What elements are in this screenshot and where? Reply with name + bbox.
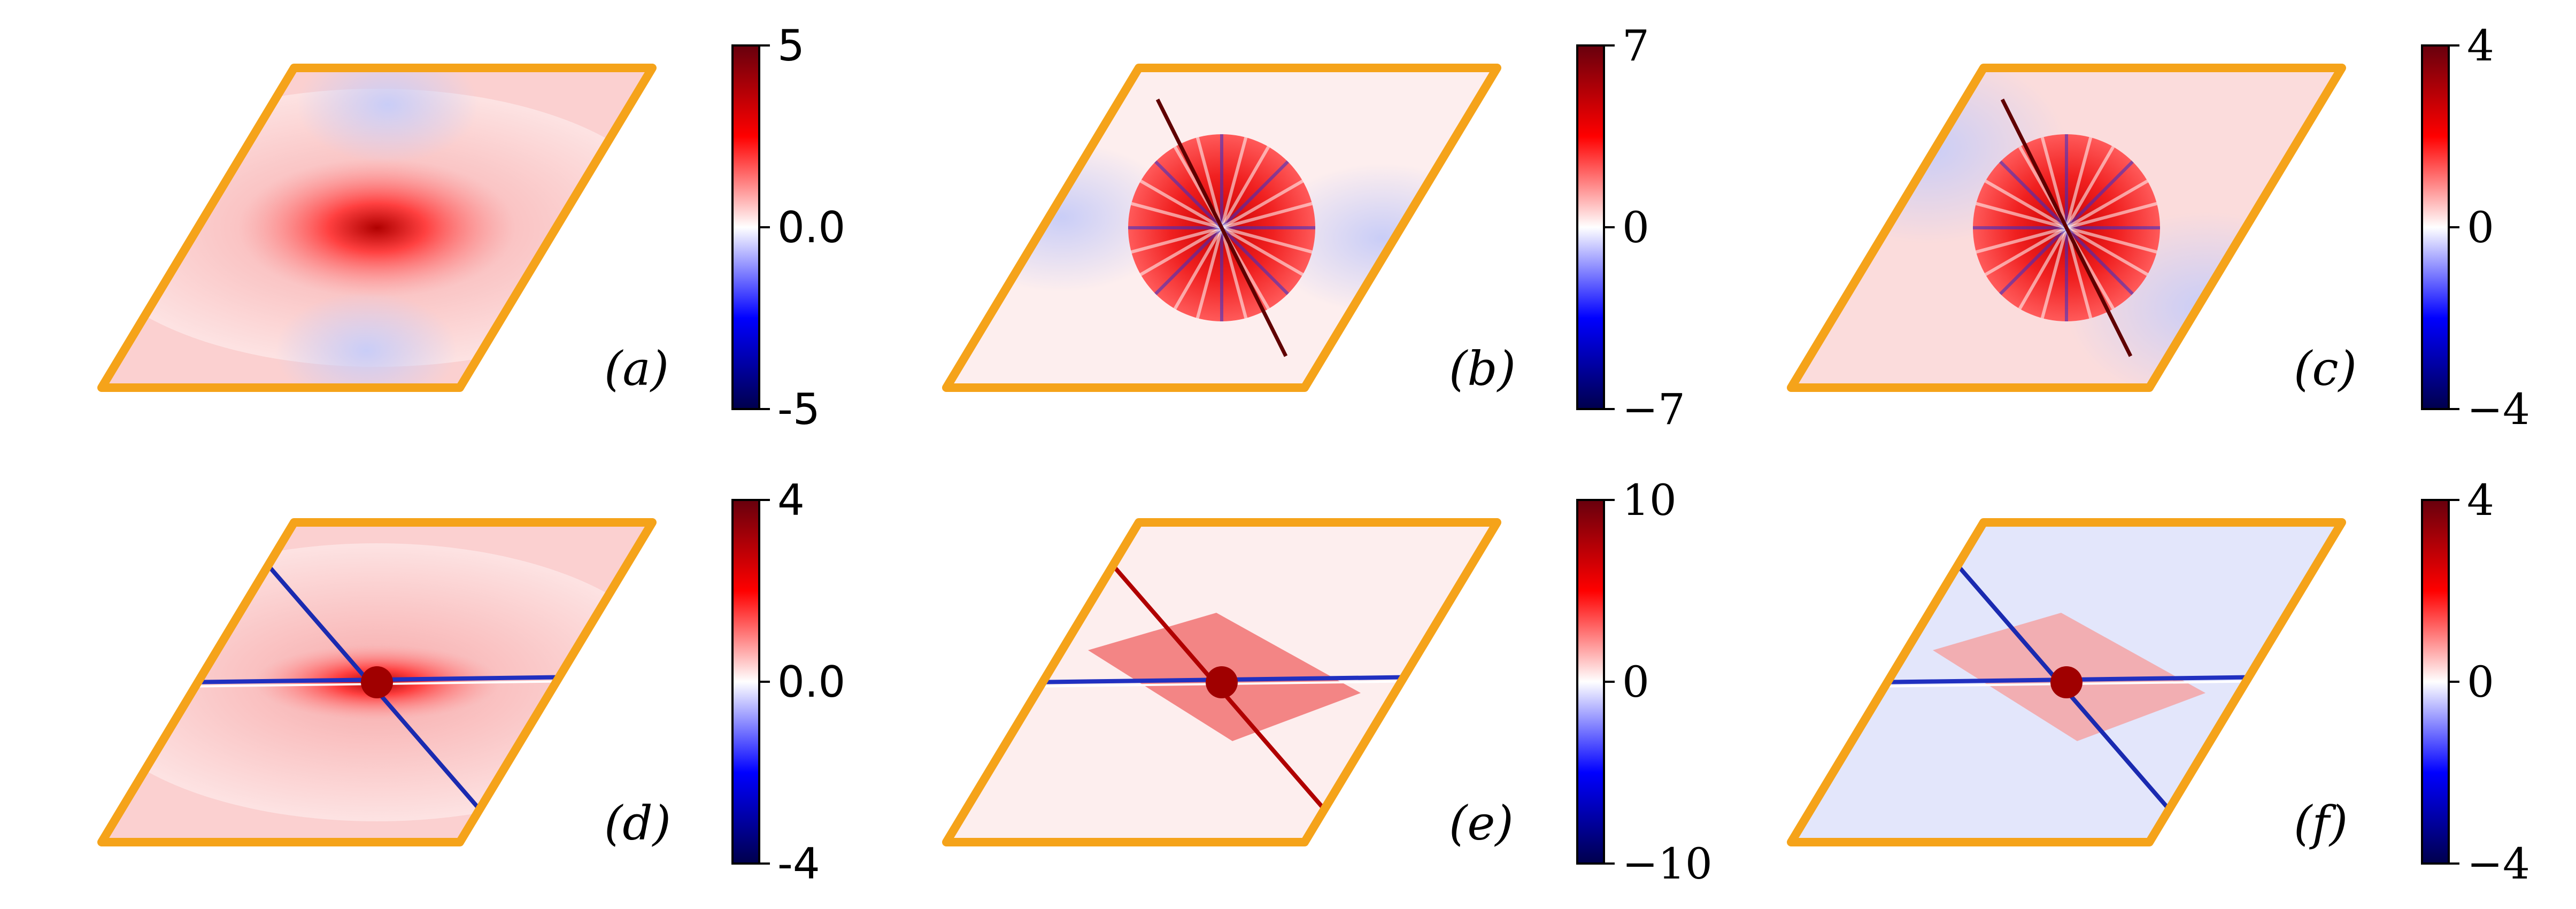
colorbar-tick-label: −4: [2467, 384, 2530, 434]
crack-line: [2000, 98, 2133, 357]
panel-label: (b): [1449, 341, 1516, 396]
colorbar: [2421, 44, 2450, 410]
colorbar: [731, 499, 760, 865]
parallelogram-frame: [1787, 518, 2346, 846]
parallelogram-frame: [97, 64, 657, 392]
radial-stripe: [1221, 226, 1313, 254]
colorbar-tick-label: 4: [777, 475, 805, 525]
radial-stripe: [1220, 227, 1248, 319]
radial-stripe: [1220, 145, 1270, 229]
colorbar: [2421, 499, 2450, 865]
colorbar-tick-label: 0: [1622, 657, 1649, 707]
colorbar-tick-label: 0: [2467, 203, 2494, 252]
radial-stripe: [1999, 226, 2068, 295]
radial-stripe: [2065, 145, 2115, 229]
radial-stripe: [1221, 226, 1304, 276]
radial-stripe: [1173, 227, 1223, 310]
radial-stripe: [2018, 227, 2068, 310]
radial-stripe: [1999, 160, 2068, 229]
parallelogram-frame: [97, 518, 657, 846]
radial-stripe: [2066, 226, 2157, 254]
colorbar-tick-label: 4: [2467, 21, 2494, 71]
radial-stripe: [2066, 202, 2157, 229]
radial-stripe: [1154, 226, 1223, 295]
colorbar-tick-label: 0.0: [777, 203, 845, 252]
radial-stripe: [2065, 160, 2134, 229]
colorbar-tick-label: 7: [1622, 21, 1649, 71]
radial-stripe: [2065, 226, 2134, 295]
panel-label: (a): [604, 341, 669, 396]
radial-stripe: [1220, 226, 1289, 295]
colorbar-tick-label: −7: [1622, 384, 1685, 434]
colorbar: [731, 44, 760, 410]
panel-f: (f) 4 0 −4: [1787, 475, 2530, 889]
colorbar-tick-label: 0.0: [777, 657, 845, 707]
radial-stripe: [1221, 202, 1313, 229]
radial-stripe: [1154, 160, 1223, 229]
colorbar: [1576, 44, 1605, 410]
colorbar: [1576, 499, 1605, 865]
blue-lobe: [297, 68, 479, 164]
center-spot: [2050, 666, 2083, 698]
colorbar-tick-label: 4: [2467, 475, 2494, 525]
panel-label: (f): [2294, 796, 2348, 851]
colorbar-tick-label: 10: [1622, 475, 1677, 525]
panel-d: (d) 4 0.0 -4: [97, 475, 845, 889]
panel-a: (a) 5 0.0 -5: [97, 21, 845, 434]
colorbar-tick-label: 0: [1622, 203, 1649, 252]
colorbar-tick-label: 0: [2467, 657, 2494, 707]
radial-stripe: [1984, 179, 2068, 229]
panel-label: (c): [2294, 341, 2357, 396]
radial-stripe: [1220, 137, 1248, 228]
panel-e: (e) 10 0 −10: [942, 475, 1713, 889]
radial-stripe: [1221, 179, 1304, 229]
radial-stripe: [1196, 227, 1223, 319]
radial-stripe: [1139, 226, 1223, 276]
colorbar-tick-label: -5: [777, 384, 820, 434]
radial-stripe: [1139, 179, 1223, 229]
radial-stripe: [1984, 226, 2068, 276]
parallelogram-frame: [1787, 64, 2346, 392]
radial-stripe: [1131, 202, 1222, 229]
radial-stripe: [2065, 179, 2149, 229]
colorbar-tick-label: -4: [777, 839, 820, 889]
parallelogram-frame: [942, 64, 1501, 392]
panel-label: (d): [604, 796, 671, 851]
blue-lobe: [275, 292, 457, 388]
radial-stripe: [1131, 226, 1222, 254]
red-core: [238, 158, 516, 297]
crack-line: [1155, 98, 1288, 357]
colorbar-tick-label: −10: [1622, 839, 1713, 889]
radial-stripe: [2040, 227, 2068, 319]
radial-stripe: [1220, 160, 1289, 229]
center-spot: [361, 666, 393, 698]
panel-c: (c) 4 0 −4: [1787, 21, 2530, 434]
radial-stripe: [1976, 202, 2067, 229]
colorbar-tick-label: 5: [777, 21, 805, 71]
panel-b: (b) 7 0 −7: [942, 21, 1685, 434]
radial-stripe: [2065, 226, 2149, 276]
radial-stripe: [1976, 226, 2067, 254]
radial-stripe: [2065, 137, 2093, 228]
center-spot: [1206, 666, 1238, 698]
radial-stripe: [2065, 227, 2093, 319]
panel-label: (e): [1449, 796, 1514, 851]
parallelogram-frame: [942, 518, 1501, 846]
radial-stripe: [1196, 137, 1223, 228]
colorbar-tick-label: −4: [2467, 839, 2530, 889]
radial-stripe: [2040, 137, 2068, 228]
